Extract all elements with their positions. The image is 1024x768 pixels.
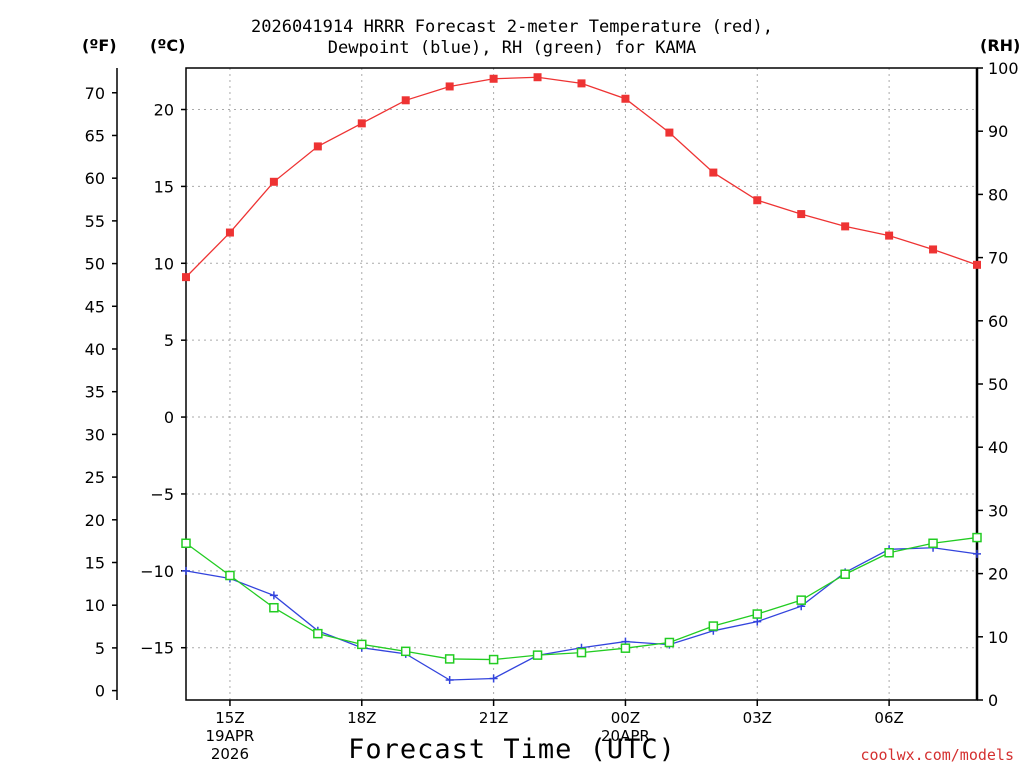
temperature-point [885, 231, 894, 240]
rh-tick-label: 100 [988, 59, 1019, 78]
fahrenheit-tick-label: 5 [95, 639, 105, 658]
rh-tick-label: 10 [988, 628, 1008, 647]
rh-point [357, 639, 367, 650]
rh-point [928, 538, 938, 549]
dewpoint-point [489, 674, 498, 683]
credit-text: coolwx.com/models [860, 746, 1014, 764]
celsius-tick-label: 20 [154, 101, 174, 120]
rh-point [708, 621, 719, 631]
dewpoint-point [182, 566, 190, 575]
rh-point [796, 595, 806, 605]
temperature-point [489, 74, 498, 83]
rh-tick-label: 30 [988, 501, 1008, 520]
rh-line [185, 536, 978, 661]
fahrenheit-tick-label: 50 [85, 255, 105, 274]
temperature-point [577, 79, 586, 88]
rh-point [400, 646, 411, 657]
dewpoint-point [753, 617, 762, 626]
rh-tick-label: 70 [988, 249, 1008, 268]
fahrenheit-tick-label: 0 [95, 682, 105, 701]
temperature-point [709, 168, 718, 177]
celsius-tick-label: −10 [140, 562, 174, 581]
x-tick-label: 2026 [211, 745, 249, 763]
x-tick-label: 19APR [206, 727, 255, 745]
fahrenheit-tick-label: 70 [85, 84, 105, 103]
rh-point [444, 654, 455, 664]
x-tick-label: 21Z [479, 709, 508, 727]
rh-point [269, 602, 279, 613]
rh-point [620, 643, 631, 653]
rh-tick-label: 80 [988, 185, 1008, 204]
rh-point [532, 650, 543, 660]
temperature-point [225, 228, 234, 237]
temperature-line [185, 76, 978, 278]
temperature-point [357, 119, 366, 128]
rh-tick-label: 90 [988, 122, 1008, 141]
dewpoint-point [973, 549, 981, 558]
rh-point [972, 532, 982, 543]
celsius-tick-label: 15 [154, 177, 174, 196]
temperature-point [973, 260, 981, 269]
plot-frame [185, 67, 978, 701]
temperature-point [753, 196, 762, 205]
celsius-tick-label: 10 [154, 254, 174, 273]
temperature-point [533, 73, 542, 82]
x-tick-label: 20APR [601, 727, 650, 745]
celsius-tick-label: 5 [164, 331, 174, 350]
rh-point [664, 637, 675, 648]
rh-point [752, 609, 763, 619]
rh-tick-label: 40 [988, 438, 1008, 457]
dewpoint-point [445, 676, 454, 685]
fahrenheit-axis-label: (ºF) [82, 36, 117, 55]
rh-tick-label: 20 [988, 565, 1008, 584]
fahrenheit-tick-label: 15 [85, 553, 105, 572]
temperature-point [797, 210, 806, 219]
temperature-point [929, 245, 938, 254]
fahrenheit-tick-label: 40 [85, 340, 105, 359]
rh-point [181, 538, 191, 549]
fahrenheit-tick-label: 30 [85, 425, 105, 444]
temperature-point [182, 273, 190, 282]
celsius-tick-label: −5 [150, 485, 174, 504]
chart-title-line-2: Dewpoint (blue), RH (green) for KAMA [327, 38, 697, 58]
rh-tick-label: 60 [988, 312, 1008, 331]
fahrenheit-tick-label: 60 [85, 169, 105, 188]
fahrenheit-tick-label: 10 [85, 596, 105, 615]
rh-point [840, 569, 850, 579]
celsius-tick-label: 0 [164, 408, 174, 427]
temperature-point [445, 82, 454, 91]
fahrenheit-tick-label: 45 [85, 297, 105, 316]
rh-tick-label: 0 [988, 691, 998, 710]
fahrenheit-tick-label: 35 [85, 383, 105, 402]
rh-axis-label: (RH) [980, 36, 1021, 55]
x-axis-label: Forecast Time (UTC) [348, 734, 676, 765]
fahrenheit-tick-label: 25 [85, 468, 105, 487]
temperature-point [269, 177, 278, 186]
dewpoint-point [269, 591, 278, 600]
rh-point [884, 547, 894, 558]
temperature-point [665, 128, 674, 137]
temperature-point [841, 222, 850, 231]
fahrenheit-tick-label: 55 [85, 212, 105, 231]
rh-point [576, 647, 587, 658]
rh-point [488, 654, 499, 665]
x-tick-label: 15Z [215, 709, 244, 727]
fahrenheit-tick-label: 20 [85, 511, 105, 530]
temperature-point [621, 94, 630, 103]
x-tick-label: 00Z [611, 709, 640, 727]
rh-point [225, 570, 235, 581]
temperature-point [401, 96, 410, 105]
fahrenheit-tick-label: 65 [85, 126, 105, 145]
rh-tick-label: 50 [988, 375, 1008, 394]
celsius-axis-label: (ºC) [150, 36, 186, 55]
chart-title-line-1: 2026041914 HRRR Forecast 2-meter Tempera… [251, 17, 773, 37]
temperature-point [313, 142, 322, 151]
x-tick-label: 06Z [874, 709, 903, 727]
x-tick-label: 03Z [743, 709, 772, 727]
rh-point [313, 628, 323, 639]
celsius-tick-label: −15 [140, 639, 174, 658]
x-tick-label: 18Z [347, 709, 376, 727]
